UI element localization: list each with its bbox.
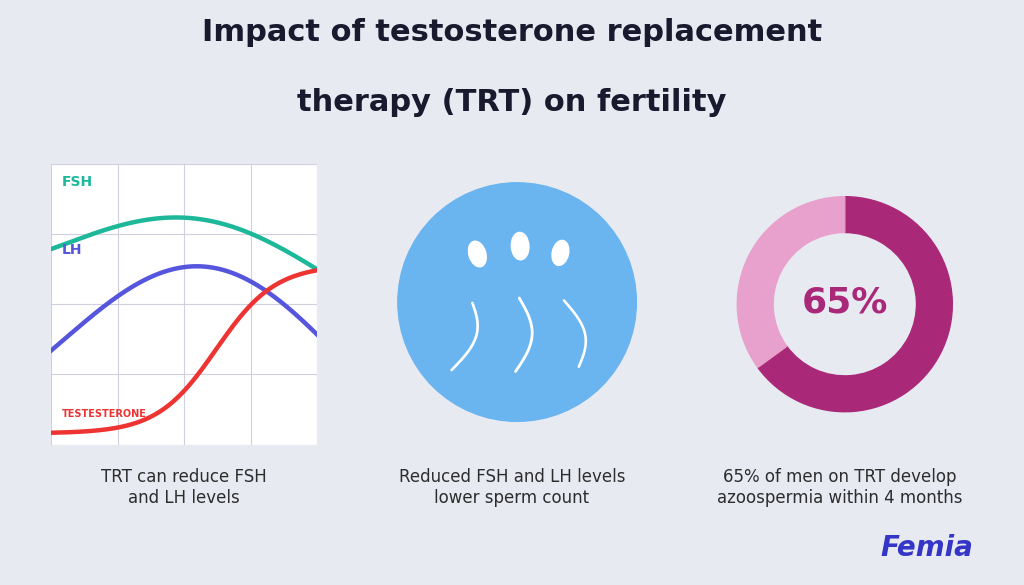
Text: 65% of men on TRT develop
azoospermia within 4 months: 65% of men on TRT develop azoospermia wi… [717,468,963,507]
Text: Reduced FSH and LH levels
lower sperm count: Reduced FSH and LH levels lower sperm co… [398,468,626,507]
Text: therapy (TRT) on fertility: therapy (TRT) on fertility [297,88,727,117]
Ellipse shape [468,241,486,267]
Text: LH: LH [61,243,82,257]
Wedge shape [758,197,952,412]
Text: Impact of testosterone replacement: Impact of testosterone replacement [202,18,822,47]
Ellipse shape [511,232,529,260]
Circle shape [398,183,636,421]
Text: TRT can reduce FSH
and LH levels: TRT can reduce FSH and LH levels [101,468,267,507]
Wedge shape [737,197,845,367]
Text: 65%: 65% [802,285,888,319]
Text: TESTESTERONE: TESTESTERONE [61,408,146,418]
Ellipse shape [552,240,569,266]
Text: Femia: Femia [880,534,973,562]
Text: FSH: FSH [61,176,93,190]
